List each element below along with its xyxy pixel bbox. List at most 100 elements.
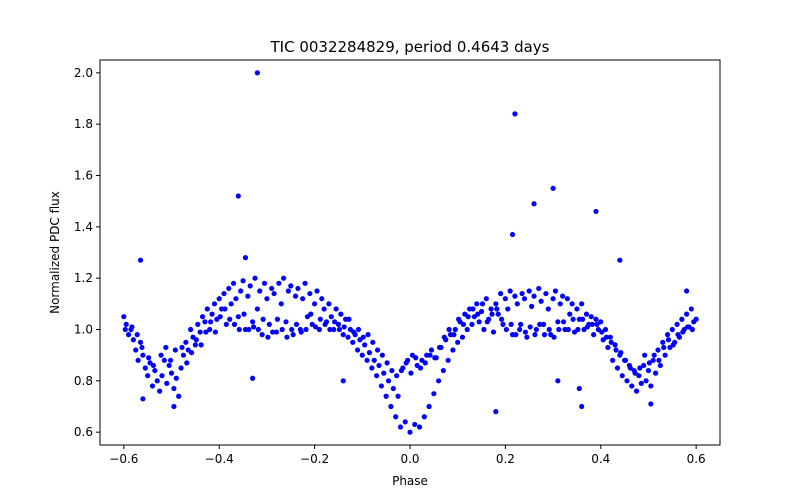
- data-point: [593, 208, 599, 215]
- data-point: [617, 257, 623, 263]
- data-point: [513, 332, 519, 338]
- data-point: [359, 352, 365, 358]
- data-point: [250, 324, 257, 330]
- data-point: [188, 326, 194, 333]
- data-point: [608, 339, 614, 345]
- data-point: [134, 332, 140, 338]
- data-point: [565, 326, 571, 333]
- x-axis-ticks: −0.6 −0.4 −0.2 0.0 0.2 0.4 0.6: [109, 445, 706, 466]
- data-point: [312, 301, 318, 307]
- data-point: [397, 424, 404, 430]
- data-point: [265, 334, 271, 340]
- data-point: [351, 329, 357, 335]
- y-axis-ticks: 0.6 0.8 1.0 1.2 1.4 1.6 1.8 2.0: [74, 66, 100, 439]
- data-point: [126, 332, 132, 338]
- data-point: [290, 332, 296, 338]
- data-point: [319, 296, 325, 302]
- data-point: [254, 306, 260, 312]
- data-point: [494, 306, 500, 312]
- data-point: [648, 383, 654, 389]
- y-tick-label: 1.2: [74, 271, 93, 285]
- data-point: [560, 319, 567, 325]
- data-point: [142, 365, 148, 371]
- data-point: [688, 306, 694, 312]
- data-point: [416, 424, 423, 430]
- data-point: [641, 362, 647, 369]
- data-point: [284, 334, 290, 340]
- data-point: [674, 321, 680, 327]
- data-point: [327, 326, 333, 333]
- data-point: [317, 316, 323, 322]
- data-point: [679, 316, 685, 322]
- data-point: [365, 332, 371, 338]
- data-point: [122, 326, 128, 333]
- y-tick-label: 0.6: [74, 425, 93, 439]
- data-point: [527, 324, 533, 330]
- data-point: [533, 326, 539, 333]
- data-point: [241, 311, 247, 317]
- data-point: [257, 288, 263, 294]
- data-point: [133, 347, 139, 353]
- data-point: [575, 326, 581, 333]
- data-point: [531, 293, 537, 299]
- data-point: [550, 185, 556, 191]
- data-point: [394, 373, 400, 379]
- data-point: [302, 280, 308, 286]
- x-tick-label: 0.0: [400, 452, 419, 466]
- data-point: [223, 321, 229, 327]
- data-point: [642, 352, 648, 358]
- data-point: [426, 403, 432, 410]
- data-point: [514, 301, 520, 307]
- data-point: [283, 319, 289, 325]
- data-point: [576, 385, 582, 392]
- data-point: [474, 301, 480, 307]
- data-point: [684, 288, 690, 294]
- data-point: [123, 321, 129, 327]
- data-point: [166, 362, 172, 369]
- data-point: [346, 316, 352, 322]
- data-point: [293, 321, 300, 327]
- data-point: [483, 296, 489, 302]
- data-point: [603, 334, 610, 340]
- data-point: [145, 373, 151, 379]
- data-point: [651, 352, 657, 358]
- data-point: [341, 324, 347, 330]
- data-point: [540, 321, 547, 327]
- data-point: [417, 365, 424, 371]
- data-point: [412, 421, 418, 428]
- data-point: [591, 332, 597, 338]
- data-point: [479, 301, 486, 307]
- data-point: [594, 321, 600, 327]
- data-point: [550, 296, 556, 302]
- data-point: [431, 391, 437, 397]
- chart-title: TIC 0032284829, period 0.4643 days: [269, 38, 549, 56]
- data-point: [273, 329, 280, 335]
- data-point: [481, 326, 487, 333]
- data-point: [543, 290, 549, 297]
- data-point: [292, 293, 299, 299]
- data-point: [378, 383, 384, 389]
- data-point: [203, 329, 209, 335]
- data-point: [328, 314, 334, 320]
- data-point: [526, 288, 532, 294]
- data-point: [333, 306, 339, 312]
- y-tick-label: 0.8: [74, 374, 93, 388]
- data-point: [650, 357, 656, 363]
- data-point: [521, 296, 528, 302]
- data-point: [204, 306, 210, 312]
- data-point: [260, 316, 266, 322]
- data-point: [250, 319, 256, 325]
- data-point: [235, 193, 241, 199]
- data-point: [345, 334, 351, 340]
- data-point: [593, 316, 599, 322]
- data-point: [512, 111, 518, 117]
- data-point: [202, 319, 208, 325]
- data-point: [261, 280, 268, 286]
- data-point: [176, 393, 182, 399]
- data-point: [221, 290, 227, 297]
- data-point: [172, 347, 178, 353]
- data-point: [381, 370, 387, 376]
- data-point: [669, 326, 675, 333]
- data-point: [276, 280, 282, 286]
- data-point: [536, 285, 542, 292]
